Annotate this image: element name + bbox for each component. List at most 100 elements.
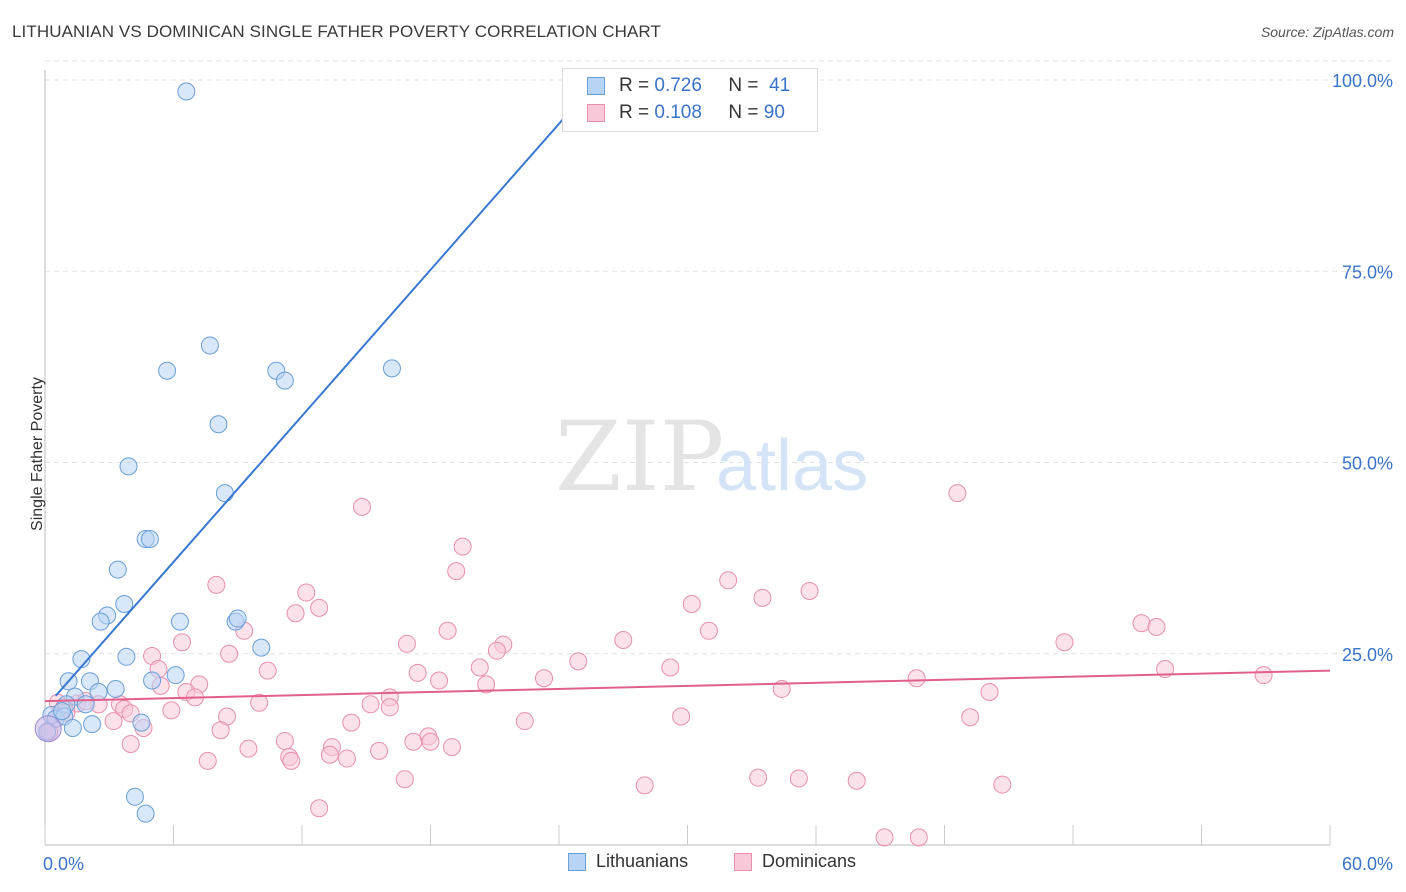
y-tick-label: 25.0% [1342,645,1393,665]
lithuanian-point [228,609,247,628]
dominican-point [370,741,389,760]
lithuanians-trendline [54,79,599,697]
dominican-point [310,799,329,818]
lithuanian-point [76,695,95,714]
legend-r-label: R = [619,75,650,96]
lithuanian-point [158,361,177,380]
lithuanian-point [53,702,72,721]
dominican-point [337,749,356,768]
dominican-point [286,604,305,623]
dominican-point [635,776,654,795]
dominicans-trendline [44,669,1331,703]
y-tick-label: 100.0% [1332,71,1393,91]
source-label: Source: ZipAtlas.com [1260,24,1394,40]
lithuanian-point [132,713,151,732]
legend-n-value: 41 [769,75,791,96]
dominican-point [535,669,554,688]
dominican-point [1156,660,1175,679]
lithuanian-point [63,718,82,737]
dominican-point [207,575,226,594]
legend-r-label: R = [619,102,650,123]
dominican-point [453,537,472,556]
dominican-point [961,708,980,727]
dominican-point [162,701,181,720]
dominican-point [909,828,928,847]
series-legend-lithuanians[interactable]: Lithuanians [568,851,688,872]
dominican-point [395,770,414,789]
legend-n-label: N = [728,102,759,123]
legend-row-dominicans: R = 0.108 N = 90 [587,100,785,126]
lithuanians-points [34,82,607,823]
dominican-point [753,588,772,607]
trendlines [44,79,1331,703]
dominican-point [699,621,718,640]
dominican-point [847,771,866,790]
dominican-point [442,738,461,757]
dominican-point [1147,617,1166,636]
y-axis-label: Single Father Poverty [29,377,46,531]
chart-title: LITHUANIAN VS DOMINICAN SINGLE FATHER PO… [12,22,661,41]
dominican-point [980,683,999,701]
dominican-point [275,731,294,750]
dominican-point [430,671,449,690]
legend-n-label: N = [728,75,759,96]
dominican-point [948,484,967,503]
dominican-point [421,732,440,751]
lithuanian-point [119,457,138,476]
dominican-point [682,595,701,614]
dominican-point [320,745,339,764]
lithuanian-point [91,612,110,631]
lithuanian-point [83,715,102,734]
dominican-point [477,675,496,694]
gridlines [45,60,1392,655]
dominican-point [408,663,427,682]
legend-row-lithuanians: R = 0.726 N = 41 [587,73,790,99]
lithuanian-point [125,787,144,806]
lithuanian-point [89,683,108,701]
legend-r-value: 0.726 [654,75,702,96]
dominican-point [789,769,808,788]
lithuanian-point [166,666,185,685]
lithuanian-point [136,804,155,823]
dominican-point [907,669,926,688]
legend-r-value: 0.108 [654,102,702,123]
dominican-point [121,735,140,754]
legend-n-value: 90 [763,102,785,123]
watermark-zip: ZIP [555,401,724,513]
correlation-legend: R = 0.726 N = 41 R = 0.108 N = 90 [562,68,818,132]
y-tick-label: 75.0% [1342,262,1393,282]
lithuanian-point [252,638,271,657]
lithuanian-point [140,530,159,548]
series-legend-dominicans[interactable]: Dominicans [734,851,856,872]
dominican-point [173,633,192,652]
lithuanian-point [209,415,228,434]
lithuanian-point [106,679,125,698]
lithuanian-point [275,371,294,390]
x-tick-label: 0.0% [43,854,84,874]
dominican-point [614,630,633,649]
dominican-point [297,583,316,602]
tick-labels: 25.0% 50.0% 75.0% 100.0% 0.0% 60.0% [43,71,1393,874]
dominican-point [220,644,239,663]
lithuanian-point [170,612,189,631]
lithuanian-point [200,336,219,355]
lithuanian-point [177,82,196,101]
dominican-point [1055,633,1074,652]
dominican-point [397,634,416,653]
dominican-point [800,582,819,601]
lithuanian-point [382,359,401,378]
dominican-point [875,828,894,847]
dominican-point [361,695,380,714]
dominican-point [672,707,691,726]
y-tick-label: 50.0% [1342,454,1393,474]
dominican-point [1132,614,1151,633]
series-name: Lithuanians [596,851,689,871]
dominican-point [661,658,680,677]
dominican-point [719,571,738,590]
series-swatch-lithuanians [568,852,586,871]
dominican-point [211,721,230,740]
dominican-point [515,712,534,731]
dominican-point [282,751,301,770]
dominican-point [239,739,258,758]
